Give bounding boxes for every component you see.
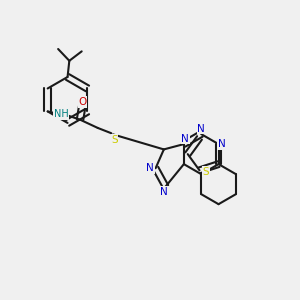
Text: O: O <box>78 97 86 107</box>
Text: N: N <box>218 139 225 149</box>
Text: N: N <box>146 163 154 173</box>
Text: S: S <box>111 135 118 145</box>
Text: N: N <box>160 187 168 197</box>
Text: N: N <box>197 124 205 134</box>
Text: NH: NH <box>53 110 68 119</box>
Text: S: S <box>203 167 209 177</box>
Text: N: N <box>182 134 189 144</box>
